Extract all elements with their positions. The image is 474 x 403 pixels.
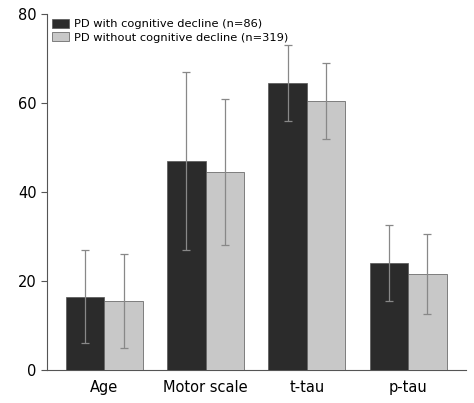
Bar [268,83,307,370]
Bar [307,101,346,370]
Bar [370,263,408,370]
Bar [66,297,104,370]
Legend: PD with cognitive decline (n=86), PD without cognitive decline (n=319): PD with cognitive decline (n=86), PD wit… [50,18,290,44]
Bar [167,161,206,370]
Bar [206,172,244,370]
Bar [408,274,447,370]
Bar [104,301,143,370]
